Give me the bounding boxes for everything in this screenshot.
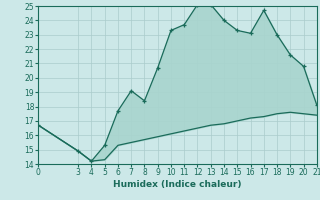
X-axis label: Humidex (Indice chaleur): Humidex (Indice chaleur) (113, 180, 242, 189)
